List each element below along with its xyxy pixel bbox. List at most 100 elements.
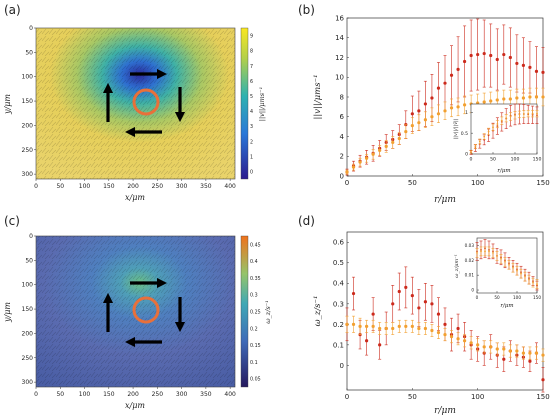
c-colorbar-tick-label: 0.3	[250, 293, 258, 299]
panel-d-inset-series-1-point	[532, 281, 534, 284]
c-y-tick-label: 300	[22, 379, 34, 386]
panel-b-x-tick-label: 100	[471, 179, 484, 187]
panel-b-y-tick-label: 12	[335, 54, 344, 62]
panel-d-inset-xlabel: r/μm	[500, 303, 513, 309]
panel-b-series-0-point	[476, 52, 480, 57]
panel-d-y-tick-label: 0.2	[333, 321, 344, 329]
panel-b-series-1-point	[371, 152, 375, 156]
panel-d-series-0-point	[528, 359, 532, 363]
panel-b-series-1-point	[351, 165, 356, 169]
panel-b-y-tick-label: 16	[335, 14, 344, 22]
panel-c-colorbar-label: ω_z/s⁻¹	[264, 300, 272, 324]
panel-b-series-1-point	[384, 144, 388, 148]
panel-d-series-1-point	[515, 349, 519, 353]
panel-a-colorbar-label: ||v||/μms⁻¹	[258, 87, 266, 121]
panel-b-inset-series-1-point	[536, 112, 538, 115]
panel-a-label: (a)	[4, 3, 21, 17]
a-y-tick-label: 150	[22, 98, 34, 105]
panel-b-series-1-point	[436, 112, 441, 116]
panel-d-inset-x-tick-label: 0	[476, 295, 479, 300]
panel-d-plot	[345, 266, 545, 393]
panel-b-series-1-point	[449, 106, 454, 110]
a-x-tick-label: 100	[79, 183, 91, 190]
panel-d-label: (d)	[298, 214, 315, 228]
panel-b-series-0-point	[528, 65, 532, 69]
panel-d-ylabel: ω_z/s⁻¹	[313, 296, 323, 327]
panel-d-series-1-point	[391, 326, 395, 331]
c-x-tick-label: 200	[127, 391, 139, 398]
panel-b-series-1-point	[423, 118, 427, 122]
panel-d-series-1-point	[443, 332, 447, 337]
a-colorbar-tick-label: 1	[250, 154, 253, 160]
panel-d-inset-y-tick-label: 0	[471, 287, 474, 292]
panel-d-inset-frame	[476, 237, 538, 294]
panel-b-inset-series-1-point	[478, 140, 481, 143]
c-y-tick-label: 150	[22, 306, 34, 313]
panel-d-series-1-point	[404, 324, 408, 328]
a-x-tick-label: 300	[176, 183, 188, 190]
panel-b-series-1-point	[391, 140, 395, 145]
c-colorbar-tick-label: 0.25	[250, 310, 261, 316]
panel-c-core-circle	[132, 296, 160, 324]
panel-d-y-tick-label: 0.5	[333, 259, 344, 267]
panel-b-inset-series-1-point	[496, 123, 499, 125]
panel-b-ylabel: ||v||/μms⁻¹	[313, 75, 323, 120]
a-colorbar-tick-label: 8	[250, 49, 253, 55]
panel-d-series-1-point	[358, 324, 362, 328]
a-colorbar-tick-label: 0	[250, 169, 253, 175]
a-colorbar-tick-label: 4	[250, 109, 253, 115]
panel-d-inset-series-1-point	[496, 254, 498, 257]
panel-d-series-1-point	[534, 351, 539, 355]
panel-b-x-tick-label: 50	[408, 179, 417, 187]
a-y-tick-label: 300	[22, 171, 34, 178]
panel-b-series-1-point	[345, 170, 349, 174]
panel-d-inset-series-1-point	[500, 257, 502, 260]
c-colorbar-tick-label: 0.1	[250, 360, 258, 366]
panel-d-series-0-point	[391, 302, 395, 306]
panel-b-series-0-point	[410, 112, 414, 116]
panel-b-series-0-point	[430, 96, 434, 100]
panel-a-ylabel: y/μm	[3, 94, 12, 115]
a-y-tick-label: 200	[22, 122, 34, 129]
panel-b-series-1-point	[358, 160, 362, 164]
panel-b-inset-x-tick-label: 150	[533, 157, 542, 163]
panel-d-series-1-point	[463, 339, 467, 343]
a-x-tick-label: 200	[127, 183, 139, 190]
panel-b-series-1-point	[404, 129, 408, 134]
panel-b-series-0-point	[443, 81, 447, 85]
panel-d-inset-plot	[475, 239, 539, 291]
panel-d-inset-y-tick-label: 0.02	[465, 258, 475, 263]
panel-b-y-tick-label: 14	[335, 34, 344, 42]
panel-d-inset-x-tick-label: 150	[533, 295, 541, 300]
panel-d-inset-series-1-point	[480, 250, 482, 253]
panel-d-series-1-point	[528, 351, 532, 355]
panel-b-inset-xlabel: r/μm	[497, 168, 510, 174]
c-colorbar-tick-label: 0.35	[250, 276, 261, 282]
panel-b-series-1-point	[495, 98, 499, 102]
panel-b-series-0-point	[515, 61, 519, 66]
a-colorbar-tick-label: 2	[250, 139, 253, 145]
panel-d-series-1-point	[508, 349, 512, 353]
panel-d-inset-x-tick-label: 50	[494, 295, 500, 300]
panel-b-series-0-point	[449, 73, 454, 77]
a-colorbar-tick-label: 6	[250, 79, 253, 85]
a-y-tick-label: 50	[25, 49, 33, 56]
panel-d-series-1-point	[495, 347, 499, 351]
a-x-tick-label: 400	[224, 183, 236, 190]
panel-d-series-1-point	[397, 324, 401, 328]
panel-d-x-tick-label: 100	[471, 393, 484, 401]
panel-a-colorbar	[240, 27, 249, 180]
panel-b-inset-ylabel: ||v||/||v̄||	[453, 118, 459, 139]
panel-b-series-0-point	[534, 69, 539, 73]
panel-d-series-1-point	[384, 326, 388, 331]
panel-d-inset-series-1-point	[492, 251, 494, 254]
panel-d-inset-x-tick-label: 100	[513, 295, 521, 300]
panel-c-xlabel: x/μm	[125, 401, 145, 410]
panel-b-series-1-point	[534, 95, 539, 99]
panel-d-y-tick-label: 0.3	[333, 300, 344, 308]
panel-d-x-tick-label: 150	[536, 393, 549, 401]
panel-d-series-0-point	[423, 300, 427, 304]
panel-b-inset-series-1-point	[474, 145, 477, 148]
